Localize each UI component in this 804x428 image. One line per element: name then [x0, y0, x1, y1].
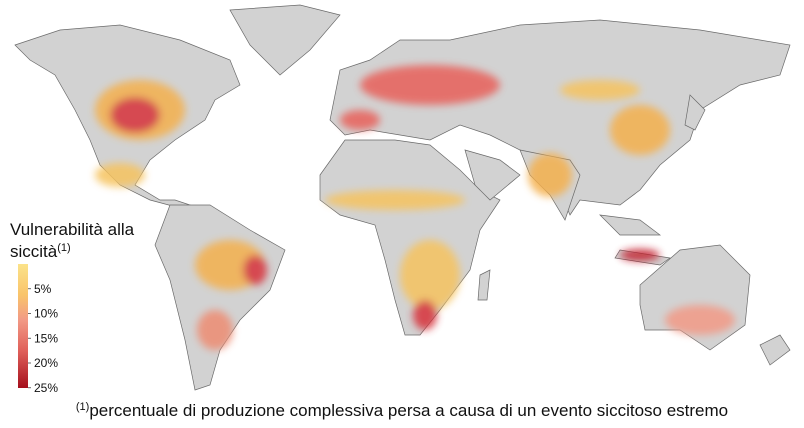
legend-tick-label: 15%: [34, 331, 58, 345]
vulnerability-overlay: [95, 65, 735, 350]
legend-title-line: Vulnerabilità alla: [10, 220, 135, 239]
legend-title: Vulnerabilità alla: [10, 220, 135, 239]
legend-ticks: 5% 10% 15% 20% 25%: [28, 282, 58, 395]
legend-tick-label: 10%: [34, 307, 58, 321]
world-map: [14, 4, 791, 391]
south-america: [154, 204, 286, 391]
arabia: [464, 149, 521, 201]
note-marker: (1): [57, 242, 70, 254]
legend-title-line: siccità: [10, 242, 58, 261]
new-zealand: [759, 334, 791, 366]
legend-tick-label: 25%: [34, 381, 58, 395]
legend-tick-label: 5%: [34, 282, 52, 296]
legend-title: siccità(1): [10, 242, 71, 261]
legend-tick-label: 20%: [34, 356, 58, 370]
footnote-text: percentuale di produzione complessiva pe…: [89, 401, 728, 420]
borneo: [599, 214, 662, 236]
madagascar: [477, 269, 491, 301]
japan: [684, 94, 706, 131]
color-bar: [18, 264, 28, 388]
footnote: (1)percentuale di produzione complessiva…: [76, 401, 728, 420]
greenland: [229, 4, 341, 76]
footnote-marker: (1): [76, 401, 89, 413]
